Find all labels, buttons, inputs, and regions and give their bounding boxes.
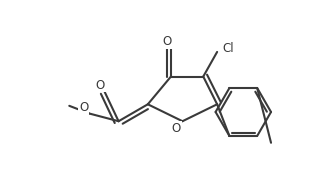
Text: O: O [96, 78, 105, 92]
Text: Cl: Cl [222, 42, 234, 55]
Text: O: O [172, 122, 181, 135]
Text: O: O [79, 101, 89, 114]
Text: O: O [162, 35, 172, 48]
